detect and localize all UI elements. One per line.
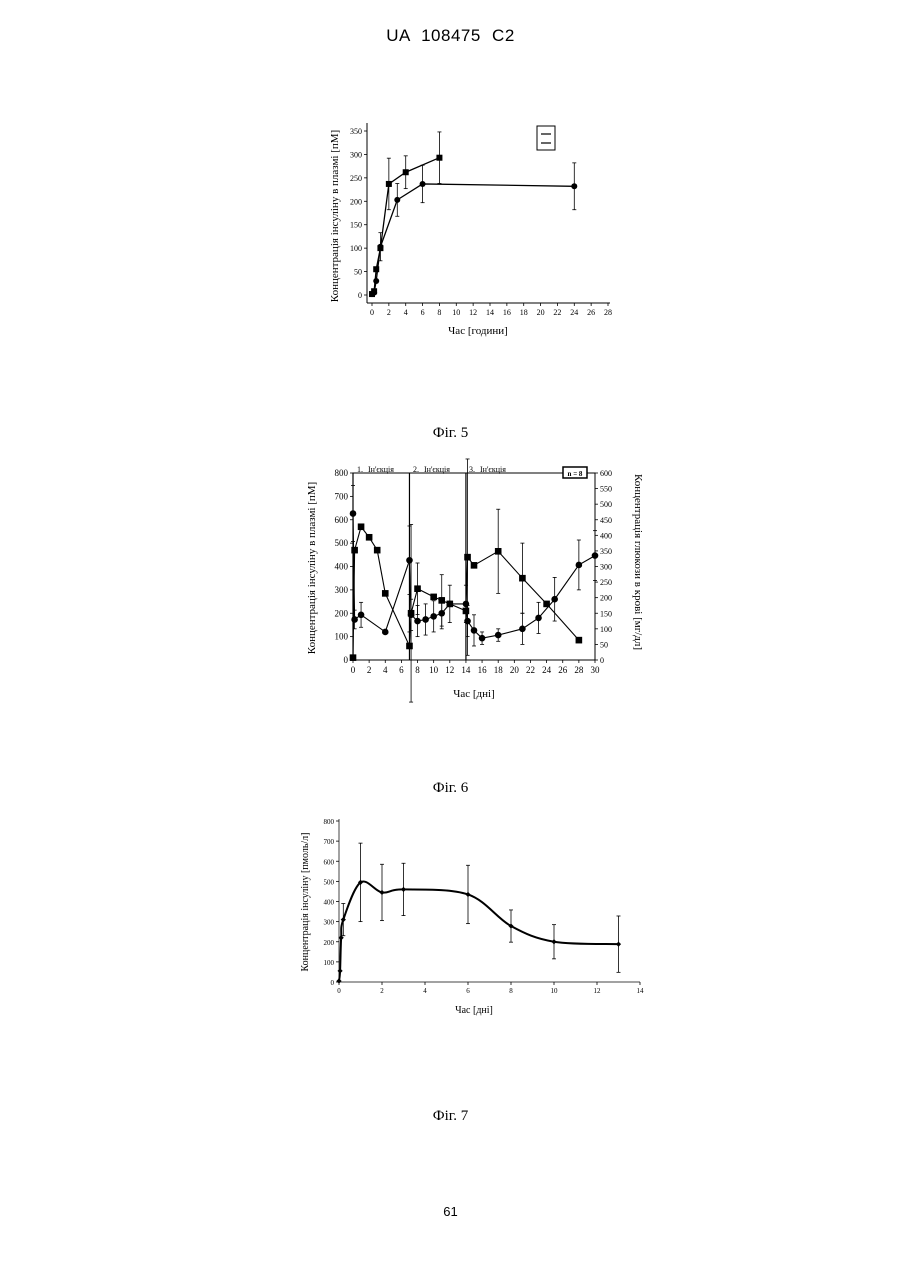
- fig7-ylabel: Концентрація інсуліну [пмоль/л]: [300, 833, 311, 972]
- page-number: 61: [0, 1204, 901, 1219]
- x-tick-label: 12: [594, 987, 602, 995]
- data-point-diamond: [379, 890, 384, 895]
- data-point-diamond: [336, 978, 341, 983]
- y-tick-label: 600: [324, 858, 335, 866]
- data-point-diamond: [551, 939, 556, 944]
- fig7-axes: 0 100 200 300 400 500 600 700 800 0 2 4 6 8 10 12 14: [324, 818, 645, 995]
- data-point-diamond: [337, 968, 342, 973]
- data-point-diamond: [465, 892, 470, 897]
- data-point-diamond: [341, 917, 346, 922]
- y-tick-label: 400: [324, 899, 335, 907]
- y-tick-label: 800: [324, 818, 335, 826]
- data-point-diamond: [401, 887, 406, 892]
- y-tick-label: 0: [331, 979, 335, 987]
- fig7-xlabel: Час [дні]: [455, 1005, 493, 1016]
- figure-caption-7: Фіг. 7: [0, 1108, 901, 1125]
- x-tick-label: 4: [423, 987, 427, 995]
- data-point-diamond: [616, 942, 621, 947]
- x-tick-label: 2: [380, 987, 384, 995]
- y-tick-label: 700: [324, 838, 335, 846]
- x-tick-label: 8: [509, 987, 513, 995]
- y-tick-label: 200: [324, 939, 335, 947]
- series-line: [339, 881, 619, 981]
- x-tick-label: 6: [466, 987, 470, 995]
- y-tick-label: 300: [324, 919, 335, 927]
- fig7-series: [336, 843, 621, 983]
- y-tick-label: 100: [324, 959, 335, 967]
- y-tick-label: 500: [324, 878, 335, 886]
- x-tick-label: 0: [337, 987, 341, 995]
- x-tick-label: 10: [551, 987, 559, 995]
- x-tick-label: 14: [637, 987, 645, 995]
